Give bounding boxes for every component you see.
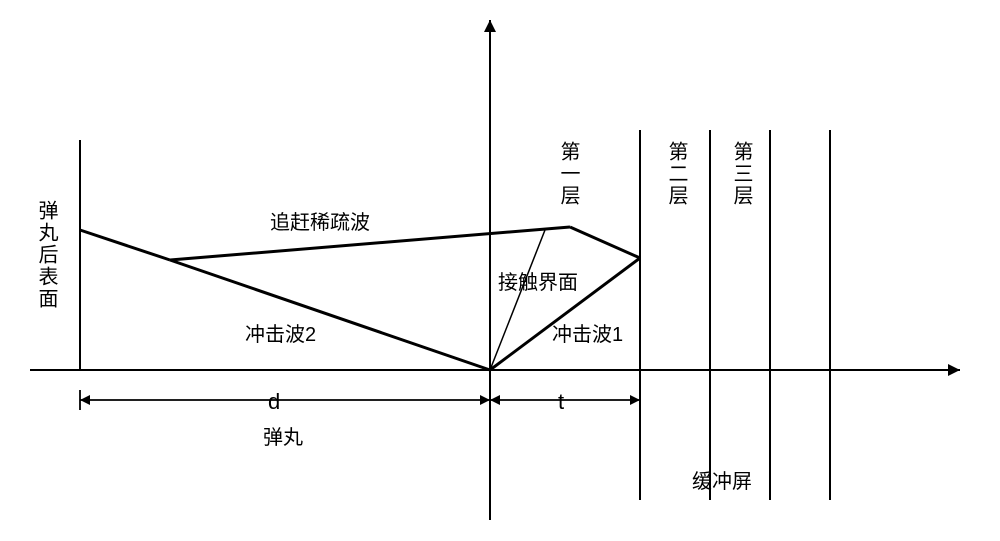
d-label: d	[268, 388, 280, 417]
contact-label: 接触界面	[498, 270, 578, 296]
layer2-label: 第二层	[663, 141, 689, 207]
projectile-label: 弹丸	[263, 425, 303, 451]
layer3-label: 第三层	[728, 141, 754, 207]
shock1-label: 冲击波1	[552, 322, 623, 348]
shock2-label: 冲击波2	[245, 322, 316, 348]
chase_wave-label: 追赶稀疏波	[270, 210, 370, 236]
layer1-label: 第一层	[555, 141, 581, 207]
buffer-label: 缓冲屏	[692, 469, 752, 495]
rear_surface-label: 弹丸后表面	[33, 200, 59, 310]
t-label: t	[558, 388, 564, 417]
